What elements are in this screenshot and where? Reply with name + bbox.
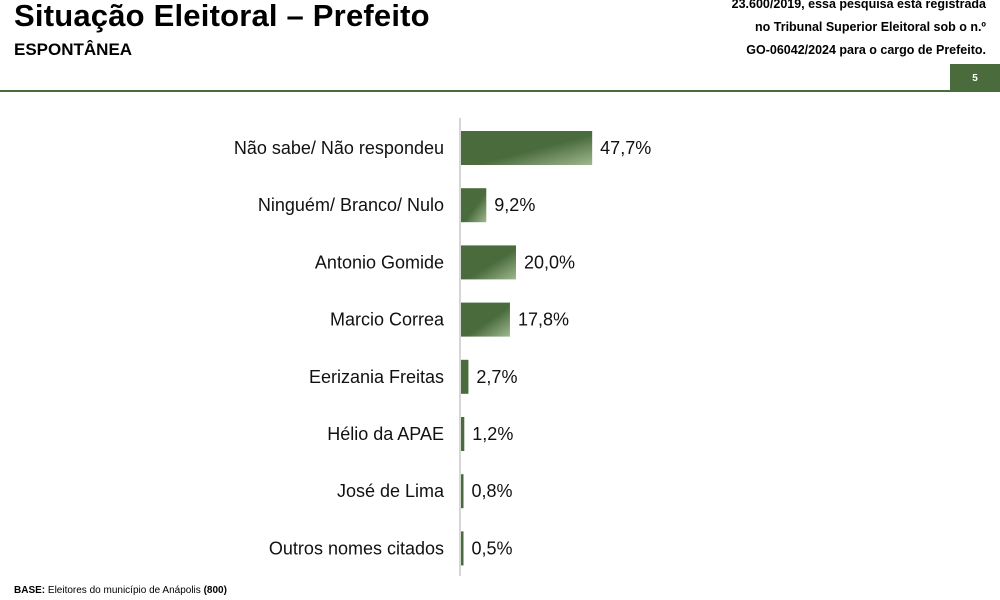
header-divider [0,90,950,92]
bar [461,359,469,394]
value-label: 47,7% [600,138,651,158]
bar [461,245,516,280]
bar [461,531,464,566]
value-label: 9,2% [494,195,535,215]
value-label: 0,8% [472,481,513,501]
value-label: 17,8% [518,310,569,330]
category-label: Hélio da APAE [327,424,444,444]
value-label: 0,5% [472,538,513,558]
base-footnote: BASE: Eleitores do município de Anápolis… [14,585,227,596]
base-text: Eleitores do município de Anápolis [45,585,204,596]
notice-line: GO-06042/2024 para o cargo de Prefeito. [746,43,986,57]
category-label: Outros nomes citados [269,538,444,558]
base-count: (800) [203,585,227,596]
category-label: Ninguém/ Branco/ Nulo [258,195,444,215]
bar-chart: Não sabe/ Não respondeu 47,7% Ninguém/ Bra… [234,118,651,576]
category-label: Antonio Gomide [315,252,444,272]
value-label: 20,0% [524,252,575,272]
bar [461,474,464,509]
category-label: Eerizania Freitas [309,367,444,387]
value-label: 2,7% [476,367,517,387]
page-number-badge: 5 [950,64,1000,92]
notice-line: 23.600/2019, essa pesquisa está registra… [731,0,986,11]
bar [461,188,487,223]
value-label: 1,2% [472,424,513,444]
page-subtitle: ESPONTÂNEA [14,40,133,59]
bar [461,417,465,451]
registration-notice: 23.600/2019, essa pesquisa está registra… [686,0,986,62]
bar [461,131,593,165]
base-label: BASE: [14,585,46,596]
notice-line: no Tribunal Superior Eleitoral sob o n.º [755,20,986,34]
category-label: Não sabe/ Não respondeu [234,138,444,158]
bar [461,302,510,337]
category-label: Marcio Correa [330,310,445,330]
category-label: José de Lima [337,481,445,501]
page-title: Situação Eleitoral – Prefeito [14,0,430,33]
